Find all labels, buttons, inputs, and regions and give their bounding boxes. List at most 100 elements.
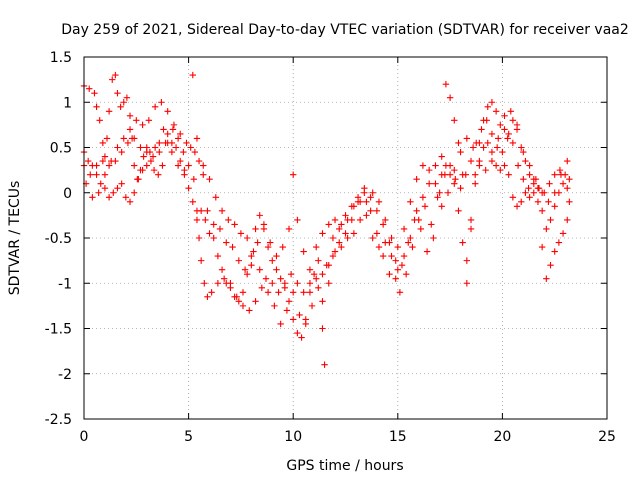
data-point bbox=[212, 194, 219, 201]
data-point bbox=[497, 166, 504, 174]
data-point bbox=[149, 153, 157, 160]
data-point bbox=[190, 175, 198, 183]
data-point bbox=[501, 112, 508, 120]
data-point bbox=[174, 162, 182, 169]
data-point bbox=[197, 257, 205, 264]
data-point bbox=[526, 194, 533, 201]
data-point bbox=[480, 144, 487, 151]
data-point bbox=[438, 171, 445, 178]
data-point bbox=[97, 180, 104, 187]
data-point bbox=[394, 266, 401, 273]
data-point bbox=[300, 248, 307, 255]
data-point bbox=[117, 103, 124, 110]
data-point bbox=[118, 180, 125, 187]
data-point bbox=[112, 71, 119, 79]
data-point bbox=[313, 243, 320, 251]
data-point bbox=[120, 135, 127, 142]
data-point bbox=[375, 243, 383, 251]
data-point bbox=[472, 180, 479, 187]
data-point bbox=[168, 139, 176, 147]
data-point bbox=[131, 135, 138, 142]
data-point bbox=[463, 135, 471, 142]
data-point bbox=[492, 108, 500, 115]
data-point bbox=[438, 153, 445, 160]
data-point bbox=[388, 252, 395, 260]
data-point bbox=[109, 76, 116, 83]
y-tick-label: 0 bbox=[63, 186, 72, 202]
data-point bbox=[248, 252, 255, 260]
data-point bbox=[126, 198, 134, 205]
data-point bbox=[131, 162, 138, 169]
data-point bbox=[177, 130, 184, 138]
data-point bbox=[417, 225, 425, 233]
data-points bbox=[80, 71, 573, 368]
data-point bbox=[394, 243, 401, 251]
data-point bbox=[266, 239, 274, 246]
data-point bbox=[308, 302, 316, 310]
data-point bbox=[413, 175, 420, 183]
data-point bbox=[114, 144, 121, 151]
data-point bbox=[407, 234, 414, 242]
data-point bbox=[509, 194, 517, 201]
y-axis-title: SDTVAR / TECUs bbox=[7, 181, 23, 296]
data-point bbox=[446, 171, 454, 178]
data-point bbox=[407, 198, 414, 205]
data-point bbox=[185, 185, 192, 192]
data-point bbox=[264, 289, 272, 296]
data-point bbox=[534, 185, 542, 192]
data-point bbox=[99, 157, 107, 165]
data-point bbox=[472, 171, 479, 178]
data-point bbox=[526, 162, 533, 169]
data-point bbox=[114, 90, 121, 97]
data-point bbox=[118, 148, 125, 156]
data-point bbox=[214, 280, 222, 287]
data-point bbox=[444, 189, 452, 196]
data-point bbox=[197, 207, 205, 215]
data-point bbox=[419, 194, 427, 201]
data-point bbox=[564, 185, 571, 192]
data-point bbox=[273, 252, 280, 260]
data-point bbox=[442, 162, 450, 169]
data-point bbox=[413, 207, 420, 215]
y-tick-label: -1 bbox=[58, 276, 72, 292]
data-point bbox=[546, 180, 553, 187]
x-tick-label: 25 bbox=[598, 429, 616, 445]
data-point bbox=[325, 221, 332, 228]
data-point bbox=[252, 225, 259, 233]
data-point bbox=[522, 157, 529, 165]
data-point bbox=[409, 243, 416, 251]
data-point bbox=[206, 230, 213, 237]
data-point bbox=[93, 162, 100, 169]
data-point bbox=[354, 194, 362, 201]
data-point bbox=[476, 139, 483, 147]
data-point bbox=[375, 198, 383, 205]
data-point bbox=[319, 298, 326, 305]
data-point bbox=[101, 171, 109, 178]
data-point bbox=[246, 307, 253, 314]
data-point bbox=[275, 289, 282, 296]
data-point bbox=[497, 121, 504, 129]
data-point bbox=[547, 216, 554, 224]
data-point bbox=[296, 311, 303, 319]
data-point bbox=[155, 171, 162, 178]
data-point bbox=[478, 126, 485, 133]
data-point bbox=[428, 221, 435, 228]
data-point bbox=[285, 298, 293, 305]
data-point bbox=[241, 266, 249, 273]
x-tick-label: 15 bbox=[389, 429, 407, 445]
data-point bbox=[105, 162, 113, 169]
data-point bbox=[509, 117, 517, 124]
data-point bbox=[336, 225, 343, 233]
data-point bbox=[336, 239, 343, 246]
data-point bbox=[126, 112, 134, 120]
data-point bbox=[254, 239, 261, 246]
data-point bbox=[145, 117, 153, 124]
data-point bbox=[538, 189, 546, 196]
data-point bbox=[532, 175, 540, 183]
data-point bbox=[140, 153, 147, 160]
data-point bbox=[281, 280, 289, 287]
data-point bbox=[382, 239, 389, 246]
y-tick-label: -0.5 bbox=[45, 231, 72, 247]
data-point bbox=[421, 203, 429, 210]
x-tick-label: 5 bbox=[184, 429, 193, 445]
